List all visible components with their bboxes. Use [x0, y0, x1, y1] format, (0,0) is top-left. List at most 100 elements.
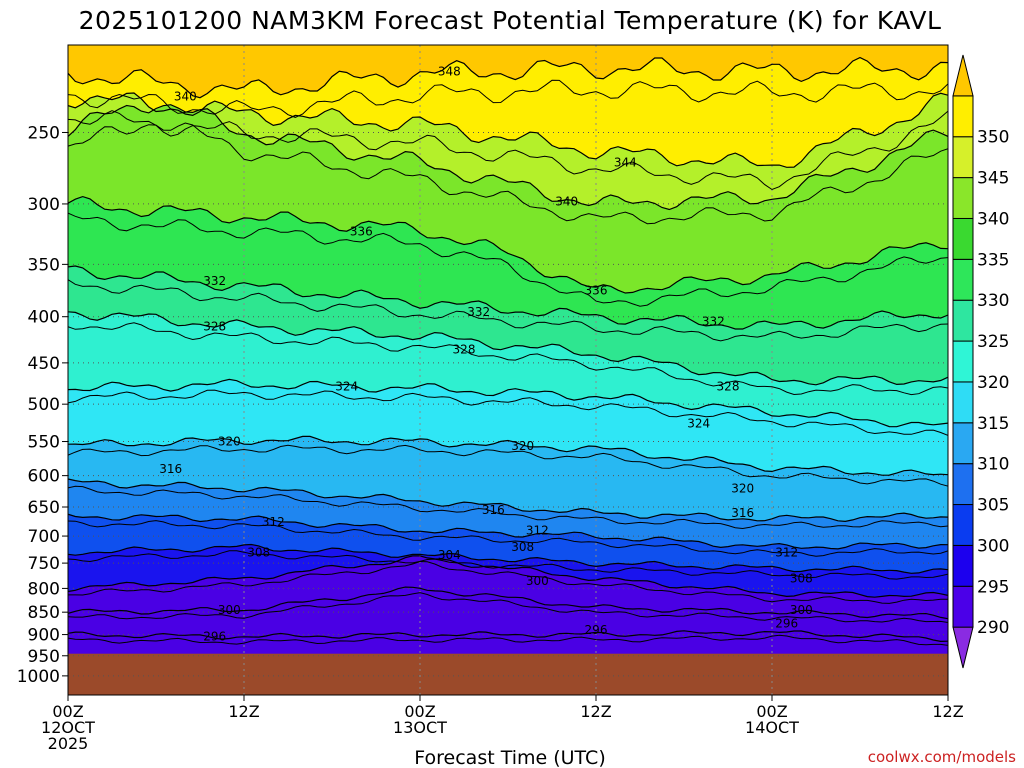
colorbar-segment: [952, 136, 974, 179]
contour-label: 328: [453, 343, 476, 357]
colorbar-segment: [952, 463, 974, 506]
chart-title: 2025101200 NAM3KM Forecast Potential Tem…: [79, 6, 942, 35]
contour-label: 300: [790, 603, 813, 617]
contour-label: 336: [585, 283, 608, 297]
credit-text: coolwx.com/models: [868, 748, 1016, 766]
colorbar-segment: [952, 177, 974, 219]
colorbar-segment: [952, 258, 974, 301]
contour-label: 348: [438, 65, 461, 79]
ground-below-surface: [68, 653, 948, 695]
contour-label: 324: [687, 416, 710, 430]
colorbar-segment: [952, 544, 974, 587]
colorbar-tick-label: 290: [977, 618, 1009, 638]
y-axis: 250 300 350 400 450 500 550 600 650 700 750 800 850 9…: [17, 123, 68, 687]
contour-label: 308: [511, 540, 534, 554]
isentrope-minor-332: [68, 279, 948, 342]
colorbar-segment: [952, 504, 974, 546]
isentrope-312: [68, 513, 948, 550]
contour-label: 328: [717, 380, 740, 394]
y-tick-label: 400: [28, 308, 60, 328]
x-tick-label: 14OCT: [745, 718, 799, 737]
x-tick-label: 12Z: [580, 702, 611, 721]
x-tick-label: 2025: [48, 734, 89, 753]
colorbar-tick-label: 320: [977, 373, 1009, 393]
x-tick-label: 13OCT: [393, 718, 447, 737]
contour-label: 316: [159, 462, 182, 476]
contour-label: 344: [614, 156, 637, 170]
contour-label: 304: [438, 548, 461, 562]
contour-label: 296: [203, 630, 226, 644]
y-tick-label: 650: [28, 498, 60, 518]
isentrope-minor-344: [68, 110, 948, 191]
contour-label: 324: [335, 380, 358, 394]
colorbar-tick-label: 295: [977, 577, 1009, 597]
isentrope-minor-324: [68, 389, 948, 436]
y-tick-label: 450: [28, 354, 60, 374]
contour-label: 320: [511, 439, 534, 453]
isentrope-324: [68, 378, 948, 428]
isentrope-contours: [68, 56, 948, 646]
isentrope-minor-312: [68, 520, 948, 557]
contour-label: 336: [350, 225, 373, 239]
contour-label: 300: [218, 603, 241, 617]
contour-label: 312: [262, 515, 285, 529]
colorbar-tick-label: 350: [977, 128, 1009, 148]
x-tick-label: 00Z: [52, 702, 83, 721]
isentrope-minor-336: [68, 212, 948, 307]
isentrope-308: [68, 543, 948, 574]
colorbar-segment: [952, 95, 974, 138]
contour-label: 300: [526, 574, 549, 588]
isentrope-316: [68, 478, 948, 523]
isentrope-348: [68, 56, 948, 99]
x-tick-label: 12OCT: [41, 718, 95, 737]
contour-labels: 348 340 344 340 336 336 332 332 332 328 328 328 324 3…: [159, 65, 813, 644]
colorbar-segment: [952, 217, 974, 260]
contour-label: 316: [731, 506, 754, 520]
colorbar-tick-label: 310: [977, 455, 1009, 475]
isentrope-320: [68, 435, 948, 476]
isentrope-328: [68, 311, 948, 386]
contour-label: 332: [702, 315, 725, 329]
colorbar-segment: [952, 585, 974, 628]
y-tick-label: 900: [28, 626, 60, 646]
contour-label: 308: [247, 546, 270, 560]
x-axis-label: Forecast Time (UTC): [414, 747, 605, 768]
contour-label: 332: [467, 305, 490, 319]
ground-fill: [68, 653, 948, 695]
contour-label: 332: [203, 274, 226, 288]
colorbar-segment: [952, 626, 974, 669]
isentrope-minor-340: [68, 122, 948, 225]
contour-label: 312: [526, 523, 549, 537]
y-tick-label: 1000: [17, 667, 60, 687]
contour-label: 328: [203, 319, 226, 333]
contour-label: 316: [482, 503, 505, 517]
colorbar-tick-label: 345: [977, 169, 1009, 189]
isentrope-minor-304: [68, 560, 948, 604]
isentrope-344: [68, 92, 948, 168]
y-tick-label: 250: [28, 123, 60, 143]
x-tick-label: 12Z: [228, 702, 259, 721]
y-tick-label: 500: [28, 395, 60, 415]
isentrope-340: [68, 104, 948, 211]
colorbar-segment: [952, 299, 974, 342]
isentrope-minor-320: [68, 444, 948, 487]
colorbar: 290 295 300 305 310 315 320 325 330 335 340 345 350: [952, 54, 1009, 669]
y-tick-label: 550: [28, 433, 60, 453]
contour-label: 340: [174, 89, 197, 103]
colorbar-segment: [952, 381, 974, 424]
contour-label: 296: [585, 623, 608, 637]
y-tick-label: 800: [28, 579, 60, 599]
y-tick-label: 750: [28, 554, 60, 574]
isentrope-304: [68, 555, 948, 598]
colorbar-segment: [952, 340, 974, 383]
colorbar-segment: [952, 54, 974, 97]
y-tick-label: 350: [28, 255, 60, 275]
contour-label: 312: [775, 546, 798, 560]
isentrope-minor-328: [68, 322, 948, 396]
y-tick-label: 700: [28, 527, 60, 547]
isentrope-296: [68, 630, 948, 643]
y-tick-label: 600: [28, 467, 60, 487]
isentrope-minor-308: [68, 550, 948, 580]
